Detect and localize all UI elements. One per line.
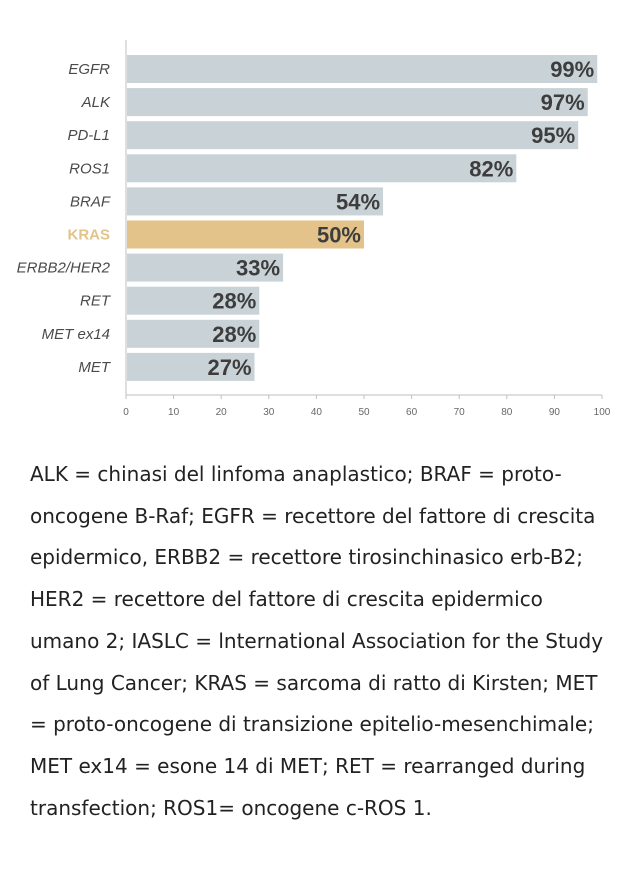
value-label: 50% [317, 223, 361, 248]
category-label: ALK [81, 94, 111, 111]
category-label: ROS1 [69, 160, 110, 177]
category-label: EGFR [68, 61, 110, 78]
value-label: 99% [550, 57, 594, 82]
category-label: RET [80, 293, 112, 310]
bar [127, 154, 517, 183]
bar [127, 286, 260, 315]
category-label: MET ex14 [42, 326, 110, 343]
x-tick-label: 100 [594, 407, 611, 418]
x-tick-label: 80 [501, 407, 513, 418]
bar [127, 352, 255, 381]
value-label: 95% [531, 123, 575, 148]
value-label: 28% [212, 289, 256, 314]
value-label: 97% [541, 90, 585, 115]
value-label: 54% [336, 189, 380, 214]
chart-svg: 0 10 20 30 40 50 60 70 80 90 100 EGFR 99% ALK 97% PD-L1… [17, 40, 611, 418]
category-label: KRAS [67, 227, 110, 244]
footnote: ALK = chinasi del linfoma anaplastico; B… [30, 462, 604, 820]
category-label: ERBB2/HER2 [17, 260, 111, 277]
value-label: 82% [469, 156, 513, 181]
x-tick-label: 50 [358, 407, 370, 418]
bar [127, 253, 284, 282]
value-label: 33% [236, 256, 280, 281]
category-label: PD-L1 [67, 127, 110, 144]
x-tick-label: 60 [406, 407, 418, 418]
x-tick-label: 40 [311, 407, 323, 418]
x-tick-label: 90 [549, 407, 561, 418]
x-tick-label: 10 [168, 407, 180, 418]
x-tick-label: 30 [263, 407, 275, 418]
bar [127, 88, 588, 117]
bar [127, 187, 384, 216]
bar [127, 220, 364, 249]
category-label: MET [78, 359, 112, 376]
x-tick-label: 70 [454, 407, 466, 418]
bar-chart: 0 10 20 30 40 50 60 70 80 90 100 EGFR 99% ALK 97% PD-L1… [0, 0, 640, 440]
value-label: 28% [212, 322, 256, 347]
bar [127, 319, 260, 348]
x-tick-label: 0 [123, 407, 129, 418]
bar [127, 121, 579, 150]
value-label: 27% [207, 355, 251, 380]
bar [127, 55, 598, 83]
category-label: BRAF [70, 193, 111, 210]
x-tick-label: 20 [216, 407, 228, 418]
